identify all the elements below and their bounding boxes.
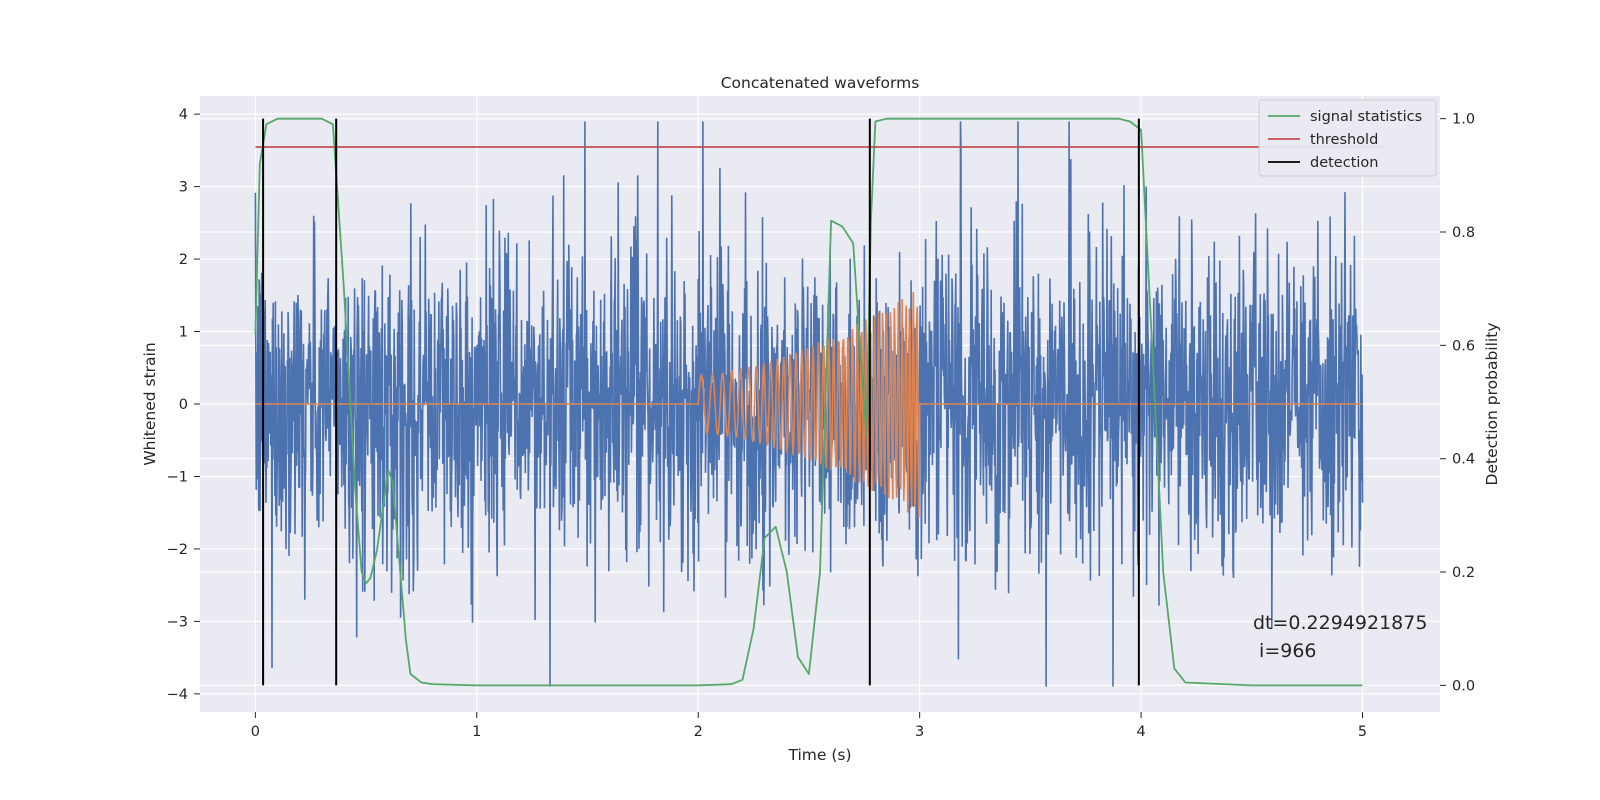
template-line: [255, 291, 1363, 518]
x-tick-label: 4: [1136, 724, 1145, 740]
chart-title: Concatenated waveforms: [721, 74, 920, 92]
x-axis-label: Time (s): [787, 746, 851, 764]
x-tick-label: 1: [472, 724, 481, 740]
y-right-tick-label: 0.0: [1452, 678, 1475, 694]
y-tick-label: −4: [167, 687, 188, 703]
x-tick-label: 5: [1358, 724, 1367, 740]
y-tick-label: 4: [179, 107, 188, 123]
x-tick-label: 2: [694, 724, 703, 740]
signal-line: [254, 117, 1363, 687]
x-tick-label: 0: [251, 724, 260, 740]
y-tick-label: 1: [179, 325, 188, 341]
y-tick-label: 2: [179, 252, 188, 268]
y-right-tick-label: 0.6: [1452, 338, 1475, 354]
y-tick-label: −2: [167, 542, 188, 558]
y-right-tick-label: 0.4: [1452, 452, 1475, 468]
y-right-tick-label: 0.8: [1452, 225, 1475, 241]
y-tick-label: −3: [167, 614, 188, 630]
y-axis-label: Whitened strain: [141, 342, 159, 465]
y-right-tick-label: 1.0: [1452, 112, 1475, 128]
detection-series: [262, 118, 1140, 686]
annotation-dt: dt=0.2294921875: [1253, 612, 1427, 634]
y-tick-label: −1: [167, 469, 188, 485]
legend-label-signal: signal statistics: [1310, 109, 1422, 125]
legend-box: [1258, 99, 1437, 177]
y-tick-label: 3: [179, 180, 188, 196]
legend: signal statistics threshold detection: [1258, 99, 1437, 177]
annotation-i: i=966: [1253, 640, 1317, 662]
legend-label-threshold: threshold: [1310, 132, 1378, 148]
y-axis-right-label: Detection probability: [1483, 323, 1501, 486]
x-tick-label: 3: [915, 724, 924, 740]
axis-ticks: 0 1 2 3 4 5 −4 −3 −2 −1 0 1 2 3 4 0.0 0.2 0.4 0.6 0.8 1.0: [167, 107, 1475, 740]
signal-series: [254, 117, 1363, 687]
template-series: [255, 291, 1363, 518]
y-tick-label: 0: [179, 397, 188, 413]
y-right-tick-label: 0.2: [1452, 565, 1475, 581]
legend-label-detection: detection: [1310, 155, 1378, 171]
